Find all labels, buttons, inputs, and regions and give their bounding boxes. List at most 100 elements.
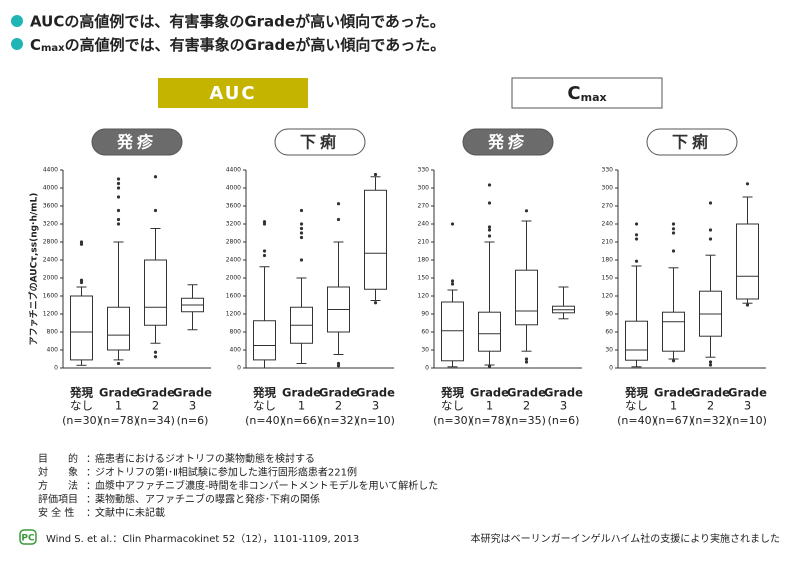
y-tick-label: 180 <box>602 257 614 264</box>
y-tick-label: 60 <box>421 329 429 336</box>
outlier <box>524 360 529 364</box>
y-tick-label: 30 <box>605 347 613 354</box>
outlier <box>487 364 492 368</box>
y-tick-label: 240 <box>418 221 430 228</box>
y-tick-label: 1600 <box>43 293 58 300</box>
outlier <box>524 357 529 361</box>
n-label: (n=35) <box>507 414 546 427</box>
box <box>364 189 387 290</box>
outlier <box>116 222 121 226</box>
outlier <box>671 227 676 231</box>
outlier <box>524 209 529 213</box>
x-tick-label: Grade <box>173 386 212 400</box>
y-tick-label: 0 <box>54 365 58 372</box>
box <box>107 306 130 351</box>
outlier <box>336 202 341 206</box>
n-label: (n=30) <box>433 414 472 427</box>
y-tick-label: 2800 <box>226 239 241 246</box>
outlier <box>116 195 121 199</box>
group-pill <box>274 128 366 156</box>
y-tick-label: 2400 <box>43 257 58 264</box>
y-tick-label: 3600 <box>43 203 58 210</box>
outlier <box>299 258 304 262</box>
group-title: 下痢 <box>300 133 340 152</box>
note-colon: ： <box>86 481 96 492</box>
c: C <box>567 83 580 104</box>
logo: PC <box>21 534 35 544</box>
group-pill <box>462 128 554 156</box>
y-tick-label: 270 <box>602 203 614 210</box>
x-tick-label: 発現 <box>440 386 464 400</box>
outlier <box>487 225 492 229</box>
note-colon: ： <box>86 454 96 465</box>
box <box>736 223 759 300</box>
outlier <box>634 259 639 263</box>
outlier <box>79 240 84 244</box>
outlier <box>708 201 713 205</box>
outlier <box>336 364 341 368</box>
outlier <box>79 280 84 285</box>
citation: Wind S. et al.：Clin Pharmacokinet 52（12）… <box>46 533 359 545</box>
outlier <box>487 201 492 205</box>
y-tick-label: 400 <box>230 347 242 354</box>
panel-header <box>158 78 308 108</box>
outlier <box>262 220 267 224</box>
box <box>515 269 538 326</box>
note-colon: ： <box>86 468 96 479</box>
x-tick-label: 2 <box>152 399 159 413</box>
bullet-dot <box>11 15 23 27</box>
box <box>478 311 501 352</box>
group-title: 発疹 <box>116 133 157 152</box>
outlier <box>634 233 639 237</box>
outlier <box>671 231 676 235</box>
box <box>441 301 464 362</box>
x-tick-label: Grade <box>356 386 395 400</box>
x-tick-label: Grade <box>319 386 358 400</box>
x-tick-label: 発現 <box>624 386 648 400</box>
group-pill <box>646 128 738 156</box>
n-label: (n=10) <box>728 414 767 427</box>
x-tick-label: 1 <box>298 399 305 413</box>
rest: の高値例では、有害事象のGradeが高い傾向であった。 <box>65 36 446 54</box>
note-text: ジオトリフの第Ⅰ･Ⅱ相試験に参加した進行固形癌患者221例 <box>95 466 357 479</box>
outlier <box>262 253 267 258</box>
x-tick-label: Grade <box>470 386 509 400</box>
bullet-text: Cmaxの高値例では、有害事象のGradeが高い傾向であった。 <box>30 36 445 55</box>
y-tick-label: 4000 <box>226 185 241 192</box>
n-label: (n=66) <box>282 414 321 427</box>
outlier <box>450 279 455 283</box>
outlier <box>153 350 158 354</box>
x-tick-label: 2 <box>707 399 714 413</box>
y-tick-label: 210 <box>418 239 430 246</box>
outlier <box>299 208 304 213</box>
x-tick-label: なし <box>253 399 276 413</box>
outlier <box>153 208 158 213</box>
outlier <box>708 363 713 367</box>
outlier <box>634 237 639 241</box>
x-tick-label: Grade <box>507 386 546 400</box>
outlier <box>671 222 676 226</box>
y-tick-label: 180 <box>418 257 430 264</box>
outlier <box>116 208 121 213</box>
n-label: (n=6) <box>548 414 580 427</box>
y-tick-label: 800 <box>47 329 59 336</box>
support-note: 本研究はベーリンガーインゲルハイム社の支援により実施されました <box>471 532 780 545</box>
bullet-text: AUCの高値例では、有害事象のGradeが高い傾向であった。 <box>30 13 445 31</box>
note-label: 方 法 <box>38 479 78 492</box>
box <box>662 311 685 352</box>
outlier <box>262 222 267 226</box>
y-tick-label: 2000 <box>226 275 241 282</box>
y-tick-label: 90 <box>421 311 429 318</box>
outlier <box>299 226 304 231</box>
outlier <box>671 359 676 363</box>
x-tick-label: 2 <box>335 399 342 413</box>
outlier <box>116 177 121 181</box>
n-label: (n=40) <box>617 414 656 427</box>
outlier <box>116 181 121 186</box>
y-tick-label: 0 <box>609 365 613 372</box>
y-tick-label: 400 <box>47 347 59 354</box>
y-tick-label: 240 <box>602 221 614 228</box>
y-tick-label: 0 <box>425 365 429 372</box>
